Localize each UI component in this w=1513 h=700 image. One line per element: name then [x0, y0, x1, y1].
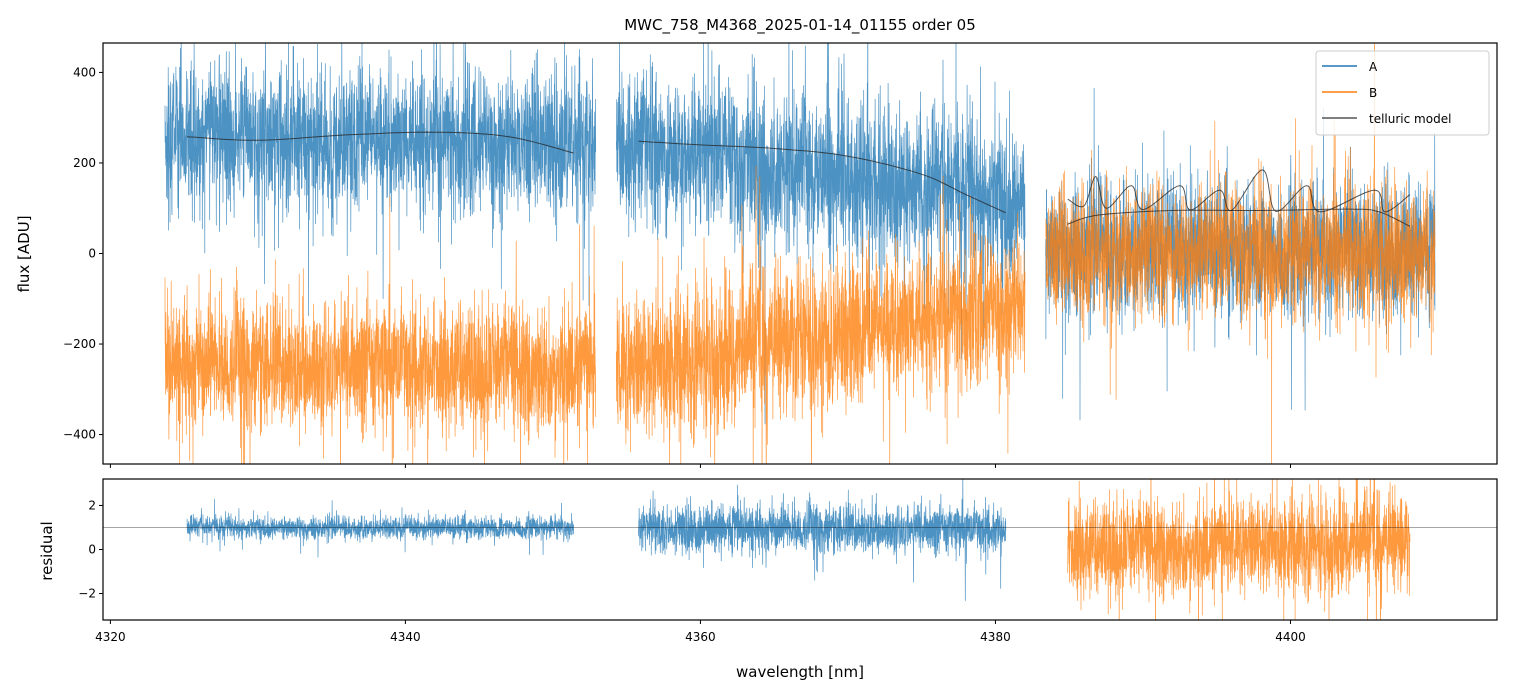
series-A-flux-segment-2 — [1045, 87, 1436, 421]
y-tick-label-flux: 400 — [73, 65, 96, 79]
series-B-residual-segment-0 — [1067, 479, 1411, 620]
legend-label-telluric: telluric model — [1369, 112, 1451, 126]
legend-label-a: A — [1369, 60, 1378, 74]
x-axis-label: wavelength [nm] — [736, 663, 864, 681]
y-axis-label-flux: flux [ADU] — [15, 215, 33, 292]
series-B-flux-segment-2 — [1045, 43, 1436, 464]
legend-label-b: B — [1369, 86, 1377, 100]
axes-ticks: 400 200 0 −200 −400 2 0 −2 4320 4340 4360 4380 4400 — [63, 65, 1306, 644]
series-A-flux-segment-0 — [164, 43, 597, 316]
x-tick-label: 4360 — [685, 630, 716, 644]
x-tick-label: 4320 — [95, 630, 126, 644]
series-A-flux-segment-1 — [615, 43, 1026, 425]
y-tick-label-flux: 0 — [88, 247, 96, 261]
x-tick-label: 4340 — [390, 630, 421, 644]
y-tick-label-residual: 2 — [88, 498, 96, 512]
y-tick-label-residual: 0 — [88, 543, 96, 557]
legend-box — [1315, 50, 1490, 136]
series-A-residual-segment-1 — [638, 479, 1007, 601]
y-tick-label-flux: 200 — [73, 156, 96, 170]
residual-panel — [103, 479, 1497, 620]
x-tick-label: 4380 — [980, 630, 1011, 644]
y-axis-label-residual: residual — [38, 521, 56, 580]
telluric-model-line-1 — [638, 140, 1007, 214]
y-tick-label-flux: −400 — [63, 428, 96, 442]
telluric-model-line-3 — [1067, 208, 1411, 227]
chart-title: MWC_758_M4368_2025-01-14_01155 order 05 — [624, 16, 976, 35]
legend: A B telluric model — [1315, 50, 1490, 136]
y-tick-label-residual: −2 — [78, 587, 96, 601]
series-B-flux-segment-0 — [164, 196, 597, 464]
series-A-residual-segment-0 — [186, 498, 574, 558]
telluric-model-line-2 — [1067, 169, 1411, 213]
x-tick-label: 4400 — [1275, 630, 1306, 644]
flux-panel — [164, 43, 1436, 464]
y-tick-label-flux: −200 — [63, 337, 96, 351]
telluric-model-line-0 — [187, 131, 574, 154]
series-B-flux-segment-1 — [615, 166, 1026, 464]
